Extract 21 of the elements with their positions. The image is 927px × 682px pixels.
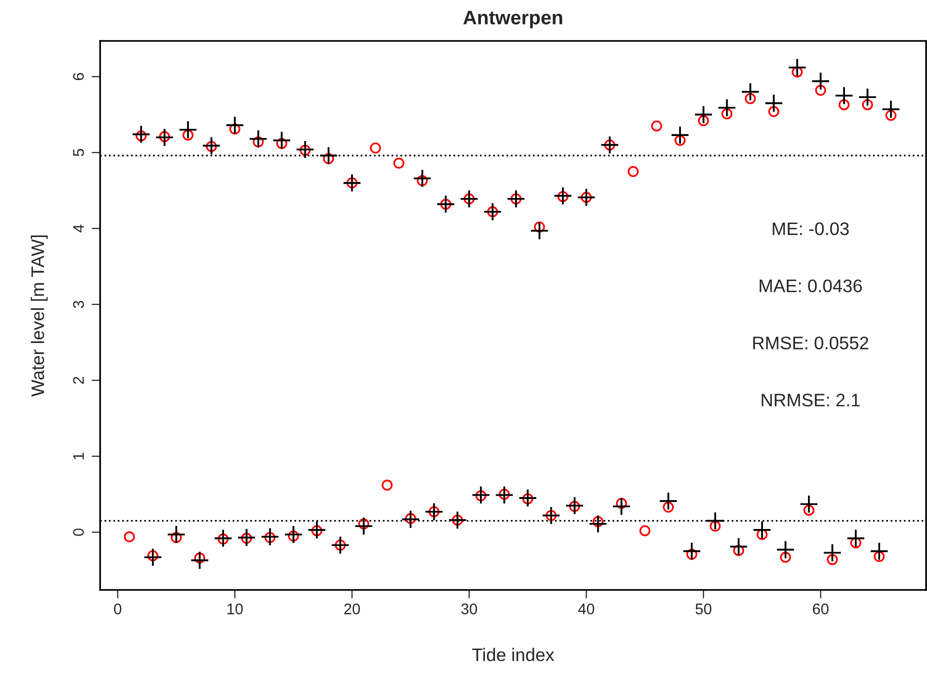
x-tick-label: 30 bbox=[461, 604, 478, 614]
y-tick-label: 1 bbox=[73, 452, 84, 460]
x-tick-label: 10 bbox=[228, 604, 243, 614]
y-tick-label: 6 bbox=[73, 73, 84, 80]
x-tick-label: 50 bbox=[696, 604, 712, 614]
y-tick-label: 4 bbox=[73, 224, 84, 232]
x-tick-label: 60 bbox=[812, 604, 829, 614]
chart-title: Antwerpen bbox=[463, 10, 562, 28]
annotation: NRMSE: 2.1 bbox=[762, 394, 860, 406]
x-tick-label: 20 bbox=[344, 604, 360, 614]
y-tick-label: 3 bbox=[73, 300, 84, 308]
annotation: RMSE: 0.0552 bbox=[753, 336, 868, 350]
y-axis-title: Water level [m TAW] bbox=[30, 235, 48, 397]
y-tick-label: 2 bbox=[73, 376, 84, 384]
y-tick-label: 5 bbox=[73, 148, 84, 156]
annotation: ME: -0.03 bbox=[772, 222, 849, 236]
x-tick-label: 0 bbox=[114, 604, 122, 614]
y-tick-label: 0 bbox=[73, 528, 84, 536]
annotation: MAE: 0.0436 bbox=[760, 279, 862, 292]
x-axis-title: Tide index bbox=[472, 648, 554, 662]
x-tick-label: 40 bbox=[578, 604, 594, 614]
